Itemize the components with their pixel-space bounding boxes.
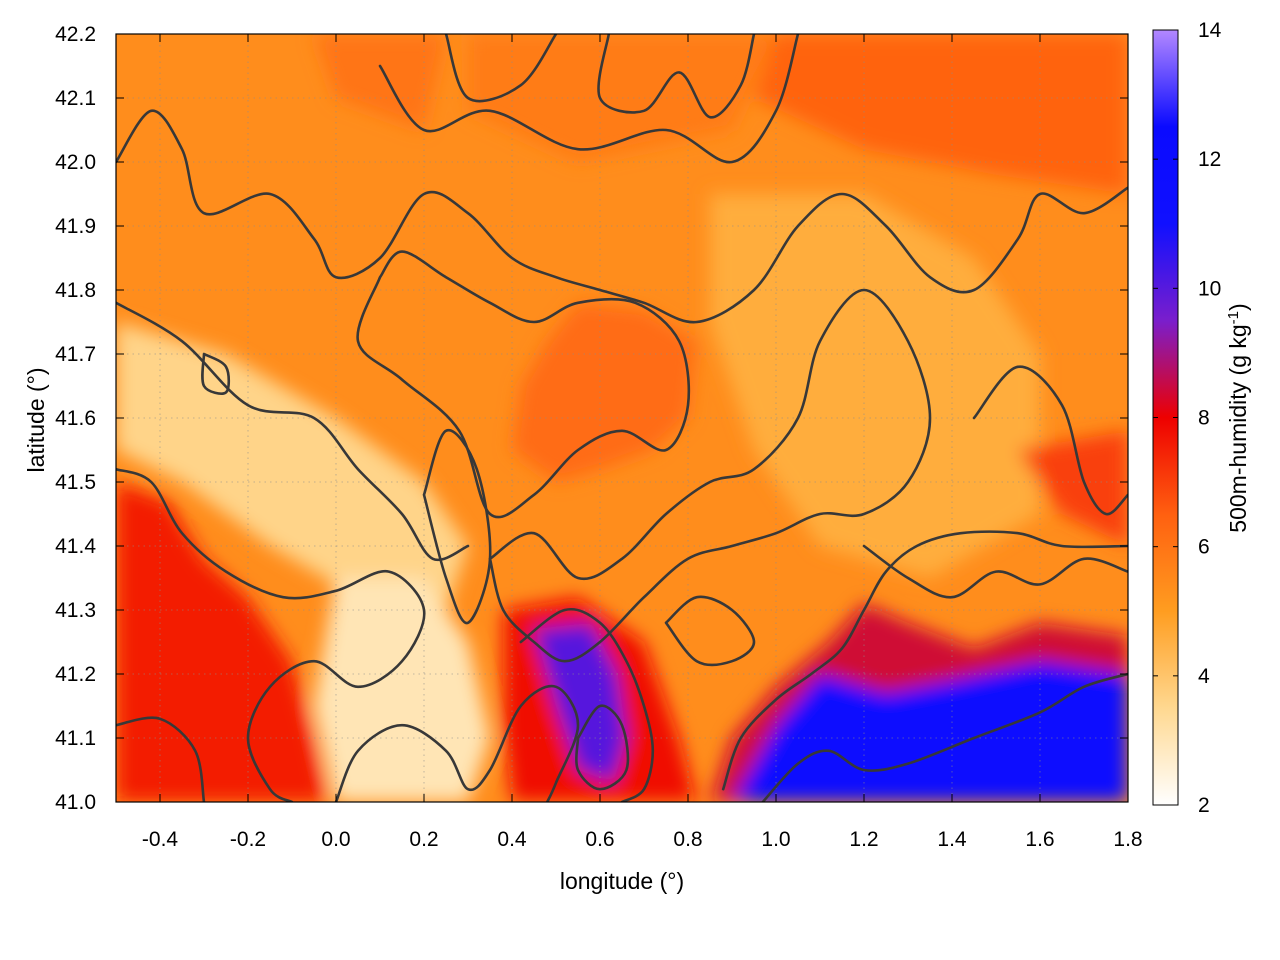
y-tick-label: 41.1: [55, 727, 96, 750]
contour-central-loop: [356, 250, 691, 519]
field-region-northeast-high: [754, 34, 1128, 194]
contour-east: [972, 365, 1128, 516]
colorbar-tick-label: 12: [1198, 148, 1221, 171]
y-tick-label: 42.0: [55, 151, 96, 174]
field-region-northwest-patch: [314, 34, 446, 130]
colorbar-tick-label: 8: [1198, 407, 1210, 430]
field-region-northeast-red-spot: [1018, 430, 1128, 546]
contour-east-coast: [862, 544, 1128, 599]
colorbar-title-main: 500m-humidity (g kg: [1225, 324, 1251, 532]
field-region-central-orange: [512, 302, 697, 482]
x-tick-labels: -0.4 -0.2 0.0 0.2 0.4 0.6 0.8 1.0 1.2 1.4 1.6 1.8: [142, 828, 1143, 851]
contour-lines: [116, 34, 1128, 802]
x-tick-label: -0.4: [142, 828, 179, 851]
x-tick-label: 1.0: [761, 828, 790, 851]
y-tick-label: 41.3: [55, 599, 96, 622]
contour-north-loop: [378, 34, 800, 164]
colorbar-tick-label: 10: [1198, 277, 1221, 300]
x-tick-label: 0.2: [409, 828, 438, 851]
x-tick-label: 1.6: [1025, 828, 1054, 851]
colorbar-title: 500m-humidity (g kg-1): [1225, 303, 1251, 532]
x-axis-title: longitude (°): [560, 868, 684, 894]
y-tick-label: 41.2: [55, 663, 96, 686]
y-tick-label: 41.5: [55, 471, 96, 494]
contour-south-center: [334, 684, 580, 802]
y-tick-label: 41.0: [55, 791, 96, 814]
grid: [116, 34, 1128, 802]
plot-area: [115, 33, 1129, 803]
y-tick-label: 42.2: [55, 23, 96, 46]
field-region-sea-blue: [723, 642, 1128, 802]
colorbar-tick-label: 4: [1198, 665, 1210, 688]
colorbar-title-end: ): [1225, 303, 1251, 311]
contour-delta: [519, 607, 655, 802]
field-region-delta-purple: [534, 622, 627, 783]
y-tick-label: 41.6: [55, 407, 96, 430]
colorbar-title-sup: -1: [1225, 311, 1242, 324]
x-tick-label: 1.8: [1113, 828, 1142, 851]
colorbar-tick-label: 2: [1198, 794, 1210, 817]
x-tick-label: 0.6: [585, 828, 614, 851]
x-tick-label: 1.4: [937, 828, 967, 851]
y-axis-title: latitude (°): [23, 367, 49, 472]
contour-southwest: [116, 467, 426, 802]
contour-coast: [721, 530, 1128, 791]
y-tick-label: 42.1: [55, 87, 96, 110]
contour-hills-se: [664, 595, 756, 667]
y-tick-label: 41.9: [55, 215, 96, 238]
x-tick-label: -0.2: [230, 828, 266, 851]
x-tick-label: 0.8: [673, 828, 702, 851]
y-tick-labels: 41.0 41.1 41.2 41.3 41.4 41.5 41.6 41.7 41.8 41.9…: [55, 23, 96, 814]
contour-west-band: [116, 109, 1128, 324]
contour-sw-bottom: [116, 716, 206, 802]
x-tick-label: 1.2: [849, 828, 878, 851]
field-region-coast-red: [710, 603, 1128, 802]
axis-ticks: [116, 33, 1129, 803]
x-tick-label: 0.4: [497, 828, 527, 851]
contour-nne: [597, 34, 756, 119]
x-tick-label: 0.0: [321, 828, 350, 851]
colorbar: 2 4 6 8 10 12 14 500m-humidity (g kg-1): [1152, 19, 1251, 817]
y-tick-label: 41.8: [55, 279, 96, 302]
contour-small-west: [201, 352, 231, 395]
field-region-dry-valley-south: [314, 578, 490, 802]
contour-west-low: [116, 301, 470, 562]
colorbar-tick-label: 14: [1198, 19, 1222, 42]
contour-sea: [761, 672, 1128, 802]
colorbar-ticks: 2 4 6 8 10 12 14: [1153, 19, 1222, 817]
contour-delta-inner: [575, 704, 630, 791]
contour-north-inner: [444, 34, 558, 103]
contour-river: [488, 288, 932, 663]
y-tick-label: 41.7: [55, 343, 96, 366]
field-region-dry-valley-west: [116, 322, 468, 610]
colorbar-tick-label: 6: [1198, 536, 1210, 559]
y-tick-label: 41.4: [55, 535, 96, 558]
